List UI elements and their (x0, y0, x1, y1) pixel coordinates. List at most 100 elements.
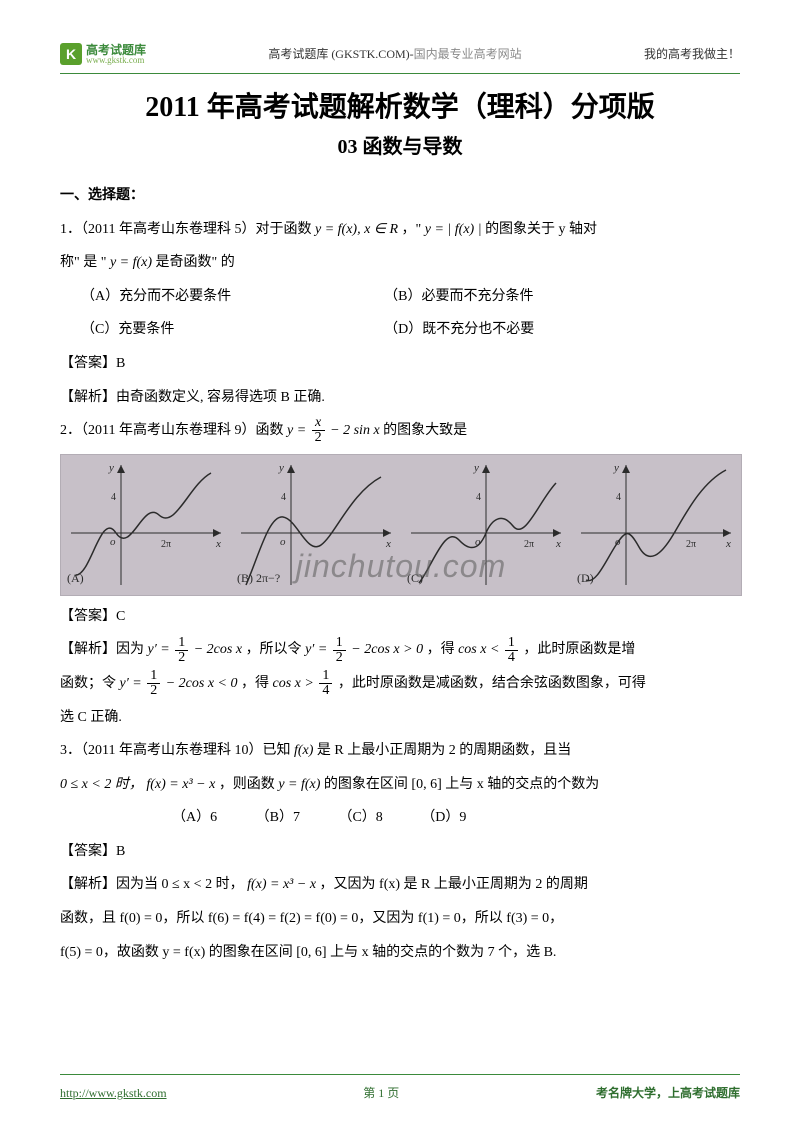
svg-text:o: o (110, 536, 116, 548)
svg-text:y: y (278, 462, 284, 474)
logo-url: www.gkstk.com (86, 56, 146, 65)
chart-icon: x y o 4 2π (61, 455, 231, 595)
q1-stem-e: 是奇函数" 的 (156, 255, 235, 270)
q2-panel-d-label: (D) (577, 564, 594, 593)
page: K 高考试题库 www.gkstk.com 高考试题库 (GKSTK.COM)-… (0, 0, 800, 1132)
header-center: 高考试题库 (GKSTK.COM)-国内最专业高考网站 (268, 40, 521, 69)
q2-q2-num: 1 (319, 669, 332, 684)
q2-half1-den: 2 (175, 651, 188, 665)
q1-opt-d: （D）既不充分也不必要 (384, 313, 687, 347)
q3-analysis-line2: 函数，且 f(0) = 0，所以 f(6) = f(4) = f(2) = f(… (60, 902, 740, 936)
q2-ana-e: 函数；令 (60, 676, 120, 691)
q1-opt-b: （B）必要而不充分条件 (384, 280, 687, 314)
svg-text:2π: 2π (161, 539, 171, 550)
svg-text:y: y (613, 462, 619, 474)
q2-frac-x2: x2 (312, 416, 325, 445)
svg-text:x: x (215, 538, 221, 550)
q3-stem-b: 是 R 上最小正周期为 2 的周期函数，且当 (317, 743, 571, 758)
q2-d5-pre: cos x > (273, 676, 318, 691)
svg-text:y: y (473, 462, 479, 474)
q2-panel-c: x y o 4 2π (C) (401, 455, 571, 595)
footer-slogan: 考名牌大学，上高考试题库 (596, 1079, 740, 1108)
q2-answer: 【答案】C (60, 600, 740, 634)
q2-half3-num: 1 (147, 669, 160, 684)
q3-stem-c-pre: 0 ≤ x < 2 时， (60, 777, 143, 792)
q2-graph-strip: x y o 4 2π (A) x y o 4 (B) (60, 454, 742, 596)
q2-half-2: 12 (333, 636, 346, 665)
q2-stem-a: 2．（2011 年高考山东卷理科 9）函数 (60, 423, 287, 438)
title-sub: 03 函数与导数 (60, 133, 740, 161)
section-choice: 一、选择题： (60, 179, 740, 213)
q3-answer: 【答案】B (60, 835, 740, 869)
q3-stem-a: 3．（2011 年高考山东卷理科 10）已知 (60, 743, 294, 758)
q3-fx2: f(x) = x³ − x (247, 877, 316, 892)
q2-ana-a: 【解析】因为 (60, 642, 148, 657)
q3-ana-a: 【解析】因为当 0 ≤ x < 2 时， (60, 877, 244, 892)
q1-cond2: y = f(x) (110, 255, 152, 270)
q2-ana-d: ，此时原函数是增 (523, 642, 635, 657)
q1-func: y = f(x), x ∈ R (315, 222, 398, 237)
q2-d2: y′ = (305, 642, 331, 657)
q1-analysis: 【解析】由奇函数定义, 容易得选项 B 正确. (60, 381, 740, 415)
q2-ana-c: ，得 (427, 642, 459, 657)
q2-panel-b: x y o 4 (B) 2π−? (231, 455, 401, 595)
q2-d1b: − 2cos x (194, 642, 242, 657)
svg-text:x: x (725, 538, 731, 550)
q3-opt-b: （B）7 (256, 810, 300, 825)
q3-opt-a: （A）6 (172, 810, 217, 825)
q2-half-1: 12 (175, 636, 188, 665)
q2-panel-c-label: (C) (407, 564, 423, 593)
q1-opt-a: （A）充分而不必要条件 (81, 280, 384, 314)
svg-text:y: y (108, 462, 114, 474)
svg-text:x: x (555, 538, 561, 550)
q2-panel-a-label: (A) (67, 564, 84, 593)
svg-text:4: 4 (476, 492, 481, 503)
q2-quarter-1: 14 (505, 636, 518, 665)
q1-stem-line2: 称" 是 " y = f(x) 是奇函数" 的 (60, 246, 740, 280)
header-center-black: 高考试题库 (GKSTK.COM)- (268, 47, 413, 61)
q2-frac-den: 2 (312, 431, 325, 445)
q3-options: （A）6 （B）7 （C）8 （D）9 (172, 801, 740, 835)
q2-half3-den: 2 (147, 684, 160, 698)
q2-panel-b-label: (B) 2π−? (237, 564, 280, 593)
q1-stem-c: 的图象关于 y 轴对 (485, 222, 597, 237)
svg-text:4: 4 (111, 492, 116, 503)
q2-half-3: 12 (147, 669, 160, 698)
q2-stem-b: 的图象大致是 (383, 423, 467, 438)
q2-d4b: − 2cos x < 0 (166, 676, 238, 691)
q2-func-pre: y = (287, 423, 310, 438)
footer-url[interactable]: http://www.gkstk.com (60, 1079, 167, 1108)
q2-panel-b-letter: (B) (237, 571, 253, 585)
svg-text:o: o (280, 536, 286, 548)
q2-func-post: − 2 sin x (330, 423, 380, 438)
q2-panel-a: x y o 4 2π (A) (61, 455, 231, 595)
q3-ana-b: ，又因为 f(x) 是 R 上最小正周期为 2 的周期 (320, 877, 588, 892)
q3-stem-line2: 0 ≤ x < 2 时， f(x) = x³ − x ，则函数 y = f(x)… (60, 768, 740, 802)
site-logo[interactable]: K 高考试题库 www.gkstk.com (60, 43, 146, 65)
q2-quarter-2: 14 (319, 669, 332, 698)
q2-q1-num: 1 (505, 636, 518, 651)
q2-d1: y′ = (148, 642, 174, 657)
q2-frac-num: x (312, 416, 325, 431)
chart-icon: x y o 4 2π (401, 455, 571, 595)
svg-text:4: 4 (281, 492, 286, 503)
q1-stem-a: 1．（2011 年高考山东卷理科 5）对于函数 (60, 222, 315, 237)
q3-yfx: y = f(x) (278, 777, 320, 792)
q3-opt-c: （C）8 (338, 810, 382, 825)
q2-ana-f: ，得 (241, 676, 273, 691)
q2-half1-num: 1 (175, 636, 188, 651)
logo-text: 高考试题库 www.gkstk.com (86, 44, 146, 65)
q1-opt-c: （C）充要条件 (81, 313, 384, 347)
q3-opt-d: （D）9 (421, 810, 466, 825)
svg-text:2π: 2π (524, 539, 534, 550)
svg-text:2π: 2π (686, 539, 696, 550)
q2-analysis-line1: 【解析】因为 y′ = 12 − 2cos x ，所以令 y′ = 12 − 2… (60, 633, 740, 667)
q3-stem-c-post: 的图象在区间 [0, 6] 上与 x 轴的交点的个数为 (324, 777, 599, 792)
page-header: K 高考试题库 www.gkstk.com 高考试题库 (GKSTK.COM)-… (60, 40, 740, 74)
q1-stem-b: ，" (402, 222, 425, 237)
q2-half2-den: 2 (333, 651, 346, 665)
q3-stem-line1: 3．（2011 年高考山东卷理科 10）已知 f(x) 是 R 上最小正周期为 … (60, 734, 740, 768)
q2-ana-g: ，此时原函数是减函数，结合余弦函数图象，可得 (338, 676, 646, 691)
q3-fx: f(x) = x³ − x (146, 777, 215, 792)
q3-analysis-line1: 【解析】因为当 0 ≤ x < 2 时， f(x) = x³ − x ，又因为 … (60, 868, 740, 902)
